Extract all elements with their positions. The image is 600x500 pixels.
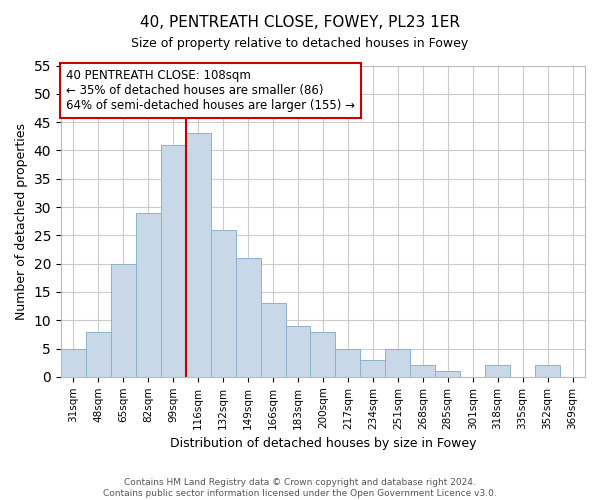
Bar (535, 366, 560, 377)
Text: Size of property relative to detached houses in Fowey: Size of property relative to detached ho… (131, 38, 469, 51)
Text: 40 PENTREATH CLOSE: 108sqm
← 35% of detached houses are smaller (86)
64% of semi: 40 PENTREATH CLOSE: 108sqm ← 35% of deta… (66, 68, 355, 112)
Bar (111, 264, 136, 377)
Bar (260, 303, 286, 377)
Bar (86, 332, 111, 377)
Bar (61, 348, 86, 377)
Bar (335, 348, 361, 377)
Bar (236, 258, 260, 377)
Bar (185, 134, 211, 377)
Bar (310, 332, 335, 377)
X-axis label: Distribution of detached houses by size in Fowey: Distribution of detached houses by size … (170, 437, 476, 450)
Y-axis label: Number of detached properties: Number of detached properties (15, 122, 28, 320)
Bar (385, 348, 410, 377)
Bar (410, 366, 435, 377)
Bar (161, 144, 185, 377)
Text: 40, PENTREATH CLOSE, FOWEY, PL23 1ER: 40, PENTREATH CLOSE, FOWEY, PL23 1ER (140, 15, 460, 30)
Text: Contains HM Land Registry data © Crown copyright and database right 2024.
Contai: Contains HM Land Registry data © Crown c… (103, 478, 497, 498)
Bar (211, 230, 236, 377)
Bar (361, 360, 385, 377)
Bar (136, 212, 161, 377)
Bar (286, 326, 310, 377)
Bar (435, 371, 460, 377)
Bar (485, 366, 510, 377)
